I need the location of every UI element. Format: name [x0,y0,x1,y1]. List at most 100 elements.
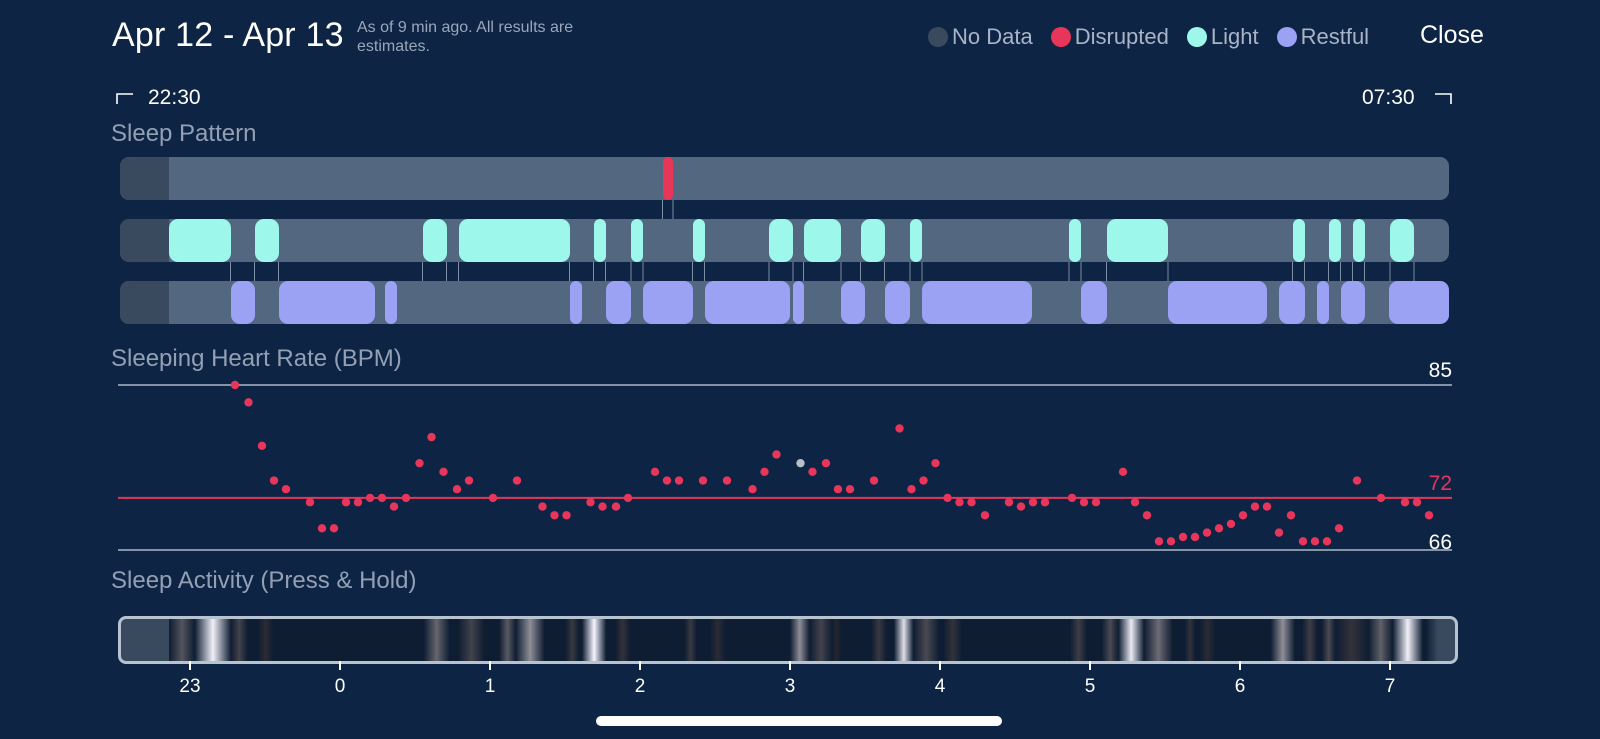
light-dot-icon [1186,27,1207,47]
legend-label: Light [1210,24,1259,49]
home-indicator[interactable] [596,716,1002,726]
restful-segment [278,281,375,324]
restful-track [120,281,1449,324]
heart-rate-point [1310,537,1320,546]
sleep-activity-title: Sleep Activity (Press & Hold) [111,567,417,594]
heart-rate-point [611,502,621,511]
heart-rate-point [808,467,817,477]
heart-rate-point [1142,511,1152,520]
heart-rate-point [662,476,672,485]
heart-rate-point [955,498,964,507]
heart-rate-point [772,450,781,459]
heart-rate-point [1190,532,1200,542]
heart-rate-point [1250,502,1260,511]
heart-rate-point [598,502,607,511]
restful-dot-icon [1276,27,1297,47]
restful-segment [922,281,1032,324]
restful-segment [884,281,910,324]
heart-rate-point [488,493,498,503]
axis-tick-label: 2 [635,676,646,697]
close-button[interactable]: Close [1420,21,1484,49]
restful-segment [569,281,582,324]
heart-rate-point [1118,467,1128,477]
heart-rate-point [869,476,879,485]
heart-rate-point [748,485,757,494]
heart-rate-point [1322,537,1332,546]
legend-item-disrupted: Disrupted [1050,24,1169,50]
restful-segment [1168,281,1267,324]
light-segment [1390,219,1414,262]
heart-rate-point [1262,502,1272,511]
heart-rate-point [1004,498,1014,507]
sleep-pattern-title: Sleep Pattern [111,120,257,147]
heart-rate-point [980,511,990,520]
axis-tick-label: 1 [485,676,496,697]
restful-segment [1388,281,1449,324]
axis-tick-label: 0 [335,676,346,697]
restful-segment [841,281,865,324]
heart-rate-point [1016,502,1026,511]
heart-rate-point [760,467,769,477]
heart-rate-point [1352,476,1362,485]
heart-rate-point [931,458,940,468]
restful-segment [643,281,693,324]
heart-rate-point [550,511,559,520]
heart-rate-point [919,476,928,485]
heart-rate-point [1424,511,1434,520]
heart-rate-point [1226,519,1236,529]
heart-rate-point [401,493,411,503]
disrupted-track [120,157,1449,200]
sleep-activity-strip[interactable] [118,616,1458,664]
heart-rate-point [377,493,387,503]
legend-item-light: Light [1186,24,1259,50]
light-segment [169,219,231,262]
max-label: 85 [1429,359,1452,382]
heart-rate-point [1178,532,1188,542]
heart-rate-point [796,458,805,468]
light-segment [458,219,570,262]
heart-rate-point [845,485,855,494]
heart-rate-point [512,476,522,485]
legend-item-no-data: No Data [928,24,1033,50]
light-segment [803,219,841,262]
restful-segment [1279,281,1305,324]
heart-rate-point [244,398,253,407]
heart-rate-point [1334,524,1344,533]
restful-segment [230,281,255,324]
heart-rate-point [967,498,976,507]
light-segment [860,219,885,262]
heart-rate-point [427,432,436,442]
no-data-segment [120,157,169,200]
light-segment [1292,219,1305,262]
restful-segment [605,281,631,324]
heart-rate-point [907,485,916,494]
heart-rate-point [586,498,595,507]
heart-rate-point [257,441,267,450]
heart-rate-point [415,458,424,468]
heart-rate-point [1214,524,1224,533]
heart-rate-point [698,476,708,485]
heart-rate-point [1028,498,1038,507]
heart-rate-point [230,380,240,390]
axis-tick-label: 5 [1085,676,1096,697]
restful-segment [1340,281,1365,324]
heart-rate-point [623,493,633,503]
start-bracket-icon [116,93,133,104]
heart-rate-point [1298,537,1308,546]
heart-rate-point [1067,493,1077,503]
axis-tick-label: 7 [1385,676,1396,697]
heart-rate-point [1154,537,1164,546]
legend-item-restful: Restful [1276,24,1369,50]
axis-tick-label: 6 [1235,676,1246,697]
heart-rate-point [365,493,375,503]
axis-tick-label: 3 [785,676,796,697]
restful-segment [1081,281,1107,324]
heart-rate-point [341,498,351,507]
light-segment [1069,219,1081,262]
heart-rate-point [317,524,327,533]
heart-rate-point [353,498,363,507]
heart-rate-point [464,476,474,485]
heart-rate-point [674,476,684,485]
restful-segment [1316,281,1329,324]
